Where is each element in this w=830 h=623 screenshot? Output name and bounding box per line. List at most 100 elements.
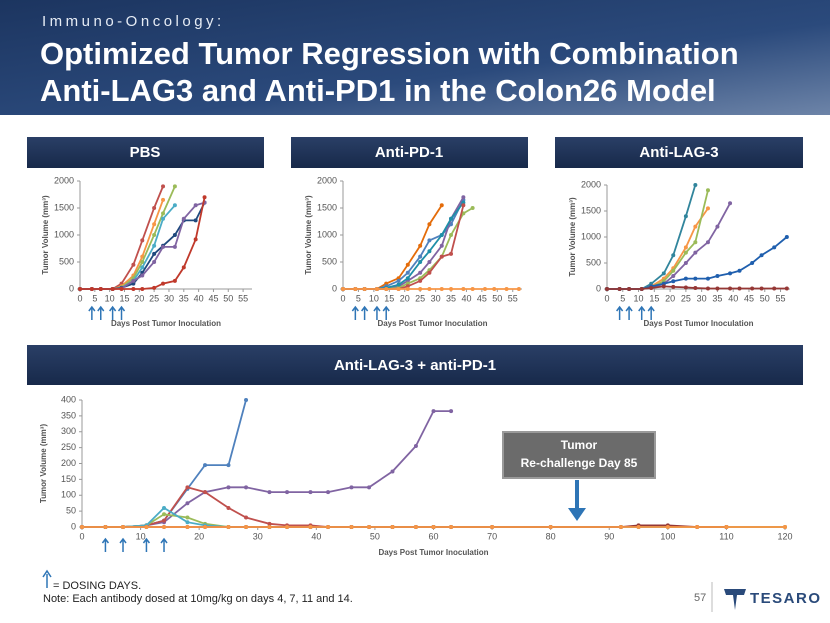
y-tick-label: 1000 <box>317 229 337 239</box>
point <box>693 183 698 187</box>
point <box>244 398 249 402</box>
point <box>737 268 742 273</box>
y-tick-label: 2000 <box>317 175 337 185</box>
dosing-arrow <box>119 537 127 552</box>
point <box>326 490 331 495</box>
point <box>244 515 249 520</box>
annotation-text: Tumor <box>561 438 598 452</box>
x-tick-label: 120 <box>777 531 792 541</box>
x-tick-label: 100 <box>660 531 675 541</box>
point <box>665 525 670 529</box>
point <box>728 271 733 276</box>
y-tick-label: 300 <box>61 426 76 436</box>
point <box>772 245 777 250</box>
point <box>695 525 700 529</box>
dosing-arrow <box>109 305 117 320</box>
y-tick-label: 2000 <box>54 175 74 185</box>
point <box>427 238 432 243</box>
y-tick-label: 350 <box>61 410 76 420</box>
annotation-text: Re-challenge Day 85 <box>521 456 638 470</box>
panel-header <box>555 137 803 168</box>
point <box>715 286 720 291</box>
title-line: Optimized Tumor Regression with Combinat… <box>40 36 739 71</box>
point <box>693 276 698 281</box>
point <box>636 525 641 529</box>
x-axis-label: Days Post Tumor Inoculation <box>111 319 221 328</box>
x-tick-label: 90 <box>604 531 614 541</box>
point <box>449 525 454 529</box>
point <box>162 505 167 510</box>
point <box>80 525 84 529</box>
point <box>516 287 521 291</box>
header-band <box>0 0 830 115</box>
dosing-arrow <box>351 305 359 320</box>
panel-header <box>27 345 803 385</box>
x-tick-label: 5 <box>356 293 361 303</box>
point <box>405 270 410 275</box>
x-tick-label: 45 <box>208 293 218 303</box>
x-axis-label: Days Post Tumor Inoculation <box>378 548 488 557</box>
point <box>693 224 698 229</box>
point <box>396 282 401 287</box>
point <box>185 520 190 525</box>
x-tick-label: 30 <box>164 293 174 303</box>
x-tick-label: 50 <box>760 293 770 303</box>
y-tick-label: 1000 <box>581 231 601 241</box>
dosing-arrow <box>616 305 624 320</box>
point <box>439 203 444 208</box>
point <box>737 286 742 291</box>
x-tick-label: 45 <box>477 293 487 303</box>
point <box>131 262 136 267</box>
point <box>267 521 272 526</box>
point <box>705 188 710 193</box>
panel-title: PBS <box>130 144 161 161</box>
point <box>405 262 410 267</box>
y-tick-label: 1000 <box>54 229 74 239</box>
point <box>202 195 207 200</box>
x-tick-label: 20 <box>134 293 144 303</box>
point <box>267 525 272 529</box>
point <box>705 240 710 245</box>
point <box>627 287 632 291</box>
point <box>162 525 167 529</box>
y-axis-label: Tumor Volume (mm³) <box>568 197 577 277</box>
point <box>405 287 410 291</box>
point <box>504 287 509 291</box>
point <box>349 525 354 529</box>
y-tick-label: 1500 <box>54 202 74 212</box>
point <box>162 512 167 517</box>
point <box>693 250 698 255</box>
point <box>308 490 313 495</box>
point <box>427 270 432 275</box>
y-axis-label: Tumor Volume (mm³) <box>304 195 313 275</box>
x-tick-label: 25 <box>681 293 691 303</box>
point <box>715 274 720 278</box>
x-tick-label: 55 <box>776 293 786 303</box>
point <box>140 260 145 264</box>
point <box>418 260 423 264</box>
x-tick-label: 0 <box>340 293 345 303</box>
x-tick-label: 40 <box>728 293 738 303</box>
point <box>461 195 466 200</box>
point <box>193 237 198 242</box>
point <box>671 268 676 273</box>
x-tick-label: 110 <box>719 531 733 541</box>
x-tick-label: 30 <box>697 293 707 303</box>
x-tick-label: 50 <box>223 293 233 303</box>
dosing-arrow <box>638 305 646 320</box>
point <box>639 287 644 291</box>
y-tick-label: 0 <box>332 283 337 293</box>
y-tick-label: 50 <box>66 506 76 516</box>
dosing-arrow <box>382 305 390 320</box>
x-tick-label: 35 <box>712 293 722 303</box>
point <box>152 206 157 210</box>
point <box>226 505 231 510</box>
point <box>693 285 698 290</box>
point <box>470 287 475 291</box>
point <box>326 525 331 529</box>
dosing-arrow <box>625 305 633 320</box>
x-tick-label: 5 <box>620 293 625 303</box>
point <box>661 284 666 289</box>
point <box>119 287 124 291</box>
point <box>783 525 787 529</box>
